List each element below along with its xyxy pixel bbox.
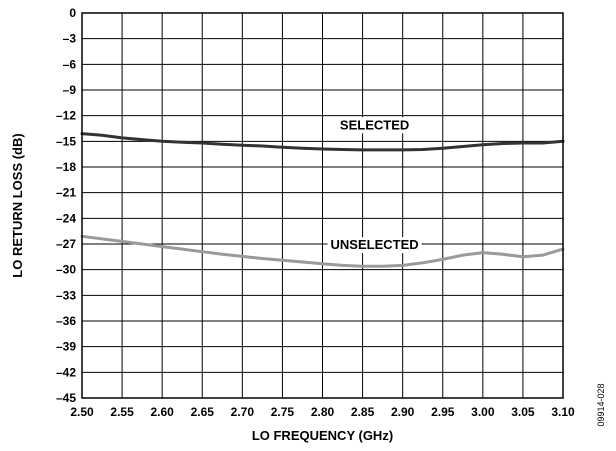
x-tick-label: 2.60 bbox=[150, 405, 174, 419]
y-tick-label: –45 bbox=[56, 391, 76, 405]
y-tick-label: –3 bbox=[63, 32, 77, 46]
x-tick-label: 2.50 bbox=[70, 405, 94, 419]
y-tick-labels: 0 –3 –6 –9 –12 –15 –18 –21 –24 –27 –30 –33 –36 –39 –42… bbox=[56, 6, 76, 405]
y-tick-label: –6 bbox=[63, 57, 77, 71]
annotation-unselected: UNSELECTED bbox=[331, 237, 419, 252]
y-tick-label: –36 bbox=[56, 314, 76, 328]
series-line-unselected bbox=[80, 234, 565, 268]
y-tick-label: 0 bbox=[69, 6, 76, 20]
y-tick-label: –30 bbox=[56, 263, 76, 277]
x-tick-label: 3.05 bbox=[511, 405, 535, 419]
x-tick-labels: 2.50 2.55 2.60 2.65 2.70 2.75 2.80 2.85 2.90 2.95… bbox=[70, 405, 575, 419]
x-tick-label: 2.95 bbox=[431, 405, 455, 419]
y-tick-label: –33 bbox=[56, 288, 76, 302]
x-tick-label: 3.10 bbox=[551, 405, 575, 419]
y-tick-label: –42 bbox=[56, 365, 76, 379]
x-tick-label: 2.90 bbox=[391, 405, 415, 419]
series-line-selected bbox=[80, 132, 565, 152]
y-axis-label: LO RETURN LOSS (dB) bbox=[10, 133, 25, 277]
y-tick-label: –12 bbox=[56, 109, 76, 123]
figure-id: 09914-028 bbox=[596, 383, 606, 426]
x-axis-label: LO FREQUENCY (GHz) bbox=[252, 428, 393, 443]
series-lines bbox=[80, 132, 565, 268]
plot-frame bbox=[81, 12, 564, 399]
y-tick-label: –27 bbox=[56, 237, 76, 251]
annotation-background bbox=[327, 237, 422, 254]
y-tick-label: –18 bbox=[56, 160, 76, 174]
annotations: SELECTED UNSELECTED bbox=[327, 117, 422, 254]
y-tick-label: –39 bbox=[56, 340, 76, 354]
x-tick-label: 2.75 bbox=[271, 405, 295, 419]
x-tick-label: 2.70 bbox=[231, 405, 255, 419]
y-tick-label: –9 bbox=[63, 83, 77, 97]
x-tick-label: 2.55 bbox=[110, 405, 134, 419]
x-tick-label: 2.65 bbox=[191, 405, 215, 419]
y-tick-label: –24 bbox=[56, 211, 76, 225]
x-tick-label: 2.85 bbox=[351, 405, 375, 419]
annotation-selected: SELECTED bbox=[340, 117, 409, 132]
x-tick-label: 2.80 bbox=[311, 405, 335, 419]
x-tick-label: 3.00 bbox=[471, 405, 495, 419]
annotation-background bbox=[336, 117, 413, 134]
y-tick-label: –15 bbox=[56, 134, 76, 148]
grid bbox=[81, 12, 564, 399]
y-tick-label: –21 bbox=[56, 186, 76, 200]
